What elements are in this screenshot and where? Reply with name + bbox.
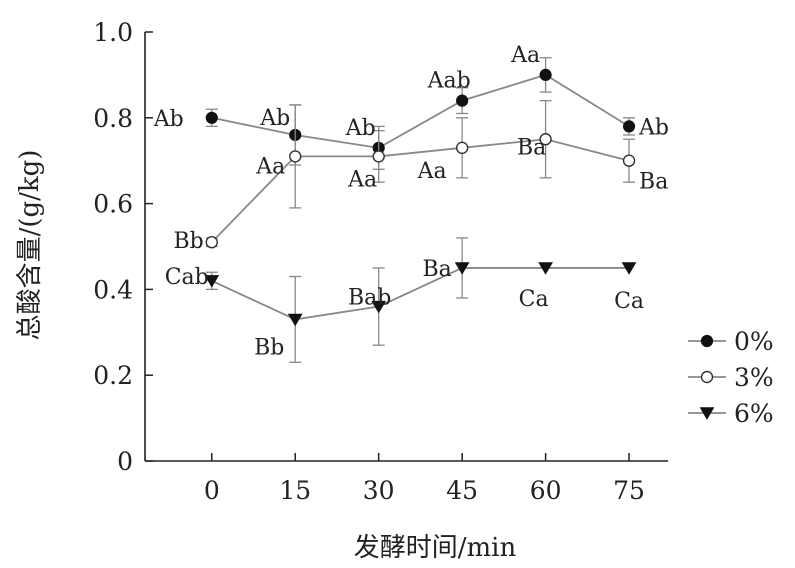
series-0-line bbox=[211, 73, 630, 149]
y-tick-label: 0.6 bbox=[93, 190, 133, 219]
data-labels: Ab Ab Ab Aab Aa Ab Bb Aa Aa Aa Ba Ba Cab Bb Bab Ba Ca Ca bbox=[153, 43, 669, 361]
series-2-point bbox=[371, 300, 387, 314]
series-1-data-label: Aa bbox=[417, 159, 447, 184]
series-0-point bbox=[205, 111, 218, 124]
series-1-data-label: Bb bbox=[174, 229, 204, 254]
series-0-data-label: Ab bbox=[259, 106, 290, 131]
series-1-point bbox=[455, 141, 469, 155]
series-1 bbox=[205, 99, 636, 249]
series-0-data-label: Aab bbox=[427, 69, 471, 94]
y-tick-label: 1.0 bbox=[93, 18, 133, 47]
legend: 0% 3% 6% bbox=[688, 327, 774, 428]
series-0-data-label: Ab bbox=[153, 107, 184, 132]
series-2-data-label: Ba bbox=[422, 257, 451, 282]
series-layer bbox=[204, 57, 637, 363]
series-1-data-label: Aa bbox=[347, 167, 377, 192]
series-1-point bbox=[289, 150, 302, 163]
series-2 bbox=[204, 237, 637, 363]
legend-label: 3% bbox=[734, 363, 774, 392]
series-1-data-label: Aa bbox=[255, 154, 285, 179]
legend-marker bbox=[700, 370, 714, 384]
y-tick-label: 0.4 bbox=[93, 275, 133, 304]
series-1-point bbox=[372, 150, 385, 163]
series-0-data-label: Ab bbox=[638, 115, 669, 140]
series-2-point bbox=[204, 275, 220, 288]
y-tick-label: 0.2 bbox=[93, 361, 133, 390]
x-tick-label: 0 bbox=[204, 476, 220, 505]
x-tick-label: 60 bbox=[530, 476, 562, 505]
series-2-point bbox=[454, 262, 470, 275]
series-2-point bbox=[287, 313, 303, 327]
series-1-data-label: Ba bbox=[639, 170, 668, 195]
series-0-point bbox=[456, 94, 469, 107]
series-2-data-label: Cab bbox=[165, 265, 209, 290]
legend-marker bbox=[700, 334, 714, 348]
legend-item-1: 3% bbox=[688, 363, 774, 392]
series-1-point bbox=[622, 154, 636, 167]
series-0-point bbox=[539, 68, 552, 82]
series-0-data-label: Aa bbox=[510, 43, 540, 68]
y-axis-title: 总酸含量/(g/kg) bbox=[15, 150, 45, 341]
series-2-data-label: Ca bbox=[519, 287, 549, 312]
series-2-data-label: Bab bbox=[348, 286, 391, 311]
series-2-data-label: Ca bbox=[614, 289, 644, 314]
legend-marker bbox=[699, 407, 715, 420]
series-0-data-label: Ab bbox=[345, 116, 376, 141]
y-tick-label: 0.8 bbox=[93, 104, 133, 133]
legend-label: 6% bbox=[734, 399, 774, 428]
x-tick-label: 75 bbox=[613, 476, 645, 505]
y-tick-label: 0 bbox=[117, 447, 133, 476]
x-tick-label: 15 bbox=[279, 476, 311, 505]
legend-item-2: 6% bbox=[688, 399, 774, 428]
series-1-point bbox=[539, 133, 552, 146]
series-2-data-label: Bb bbox=[254, 335, 284, 360]
x-tick-label: 45 bbox=[446, 476, 478, 505]
series-1-line bbox=[211, 138, 630, 243]
series-1-data-label: Ba bbox=[517, 135, 546, 160]
series-2-point bbox=[538, 262, 553, 275]
legend-item-0: 0% bbox=[688, 327, 774, 356]
series-2-line bbox=[211, 267, 630, 321]
series-1-point bbox=[205, 236, 218, 249]
x-tick-label: 30 bbox=[363, 476, 395, 505]
legend-label: 0% bbox=[734, 327, 774, 356]
series-2-point bbox=[621, 262, 637, 275]
series-0-point bbox=[622, 120, 636, 133]
x-axis-title: 发酵时间/min bbox=[354, 533, 517, 563]
axes: 0 0.2 0.4 0.6 0.8 1.0 0 15 30 45 60 75 bbox=[93, 18, 668, 505]
